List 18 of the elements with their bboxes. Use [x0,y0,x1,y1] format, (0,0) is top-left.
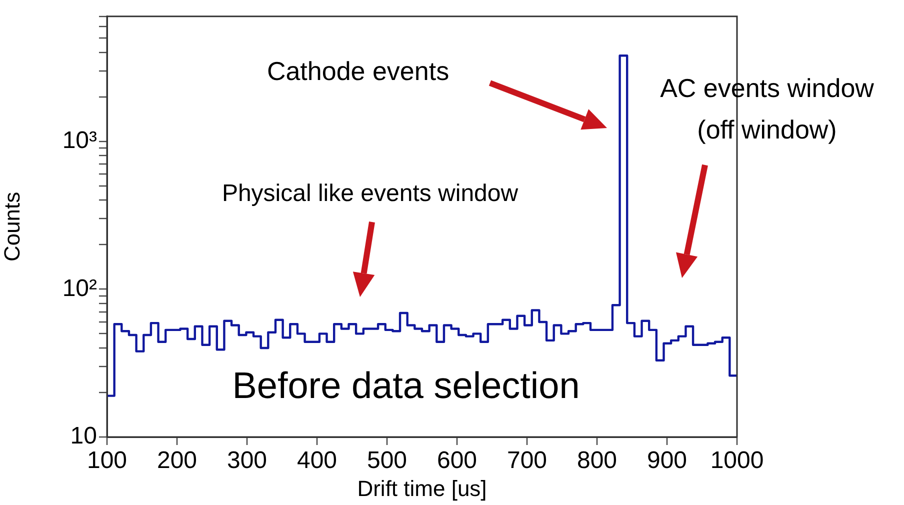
x-tick-label: 300 [226,447,268,474]
annotation: Physical like events window [222,180,519,207]
y-axis-title: Counts [0,192,24,262]
x-tick-label: 900 [646,447,688,474]
y-tick-label: 10² [62,274,98,302]
x-tick-label: 600 [436,447,478,474]
x-tick-label: 200 [156,447,198,474]
x-tick-label: 700 [506,447,548,474]
x-tick-label: 100 [86,447,128,474]
x-tick-label: 400 [296,447,338,474]
x-tick-label: 1000 [710,447,764,474]
x-tick-label: 800 [576,447,618,474]
x-tick-label: 500 [366,447,408,474]
annotation: Cathode events [266,56,450,86]
y-tick-label: 10 [70,422,97,450]
y-tick-label: 10³ [62,126,98,154]
x-axis-title: Drift time [us] [357,476,487,501]
annotation: Before data selection [232,365,580,406]
